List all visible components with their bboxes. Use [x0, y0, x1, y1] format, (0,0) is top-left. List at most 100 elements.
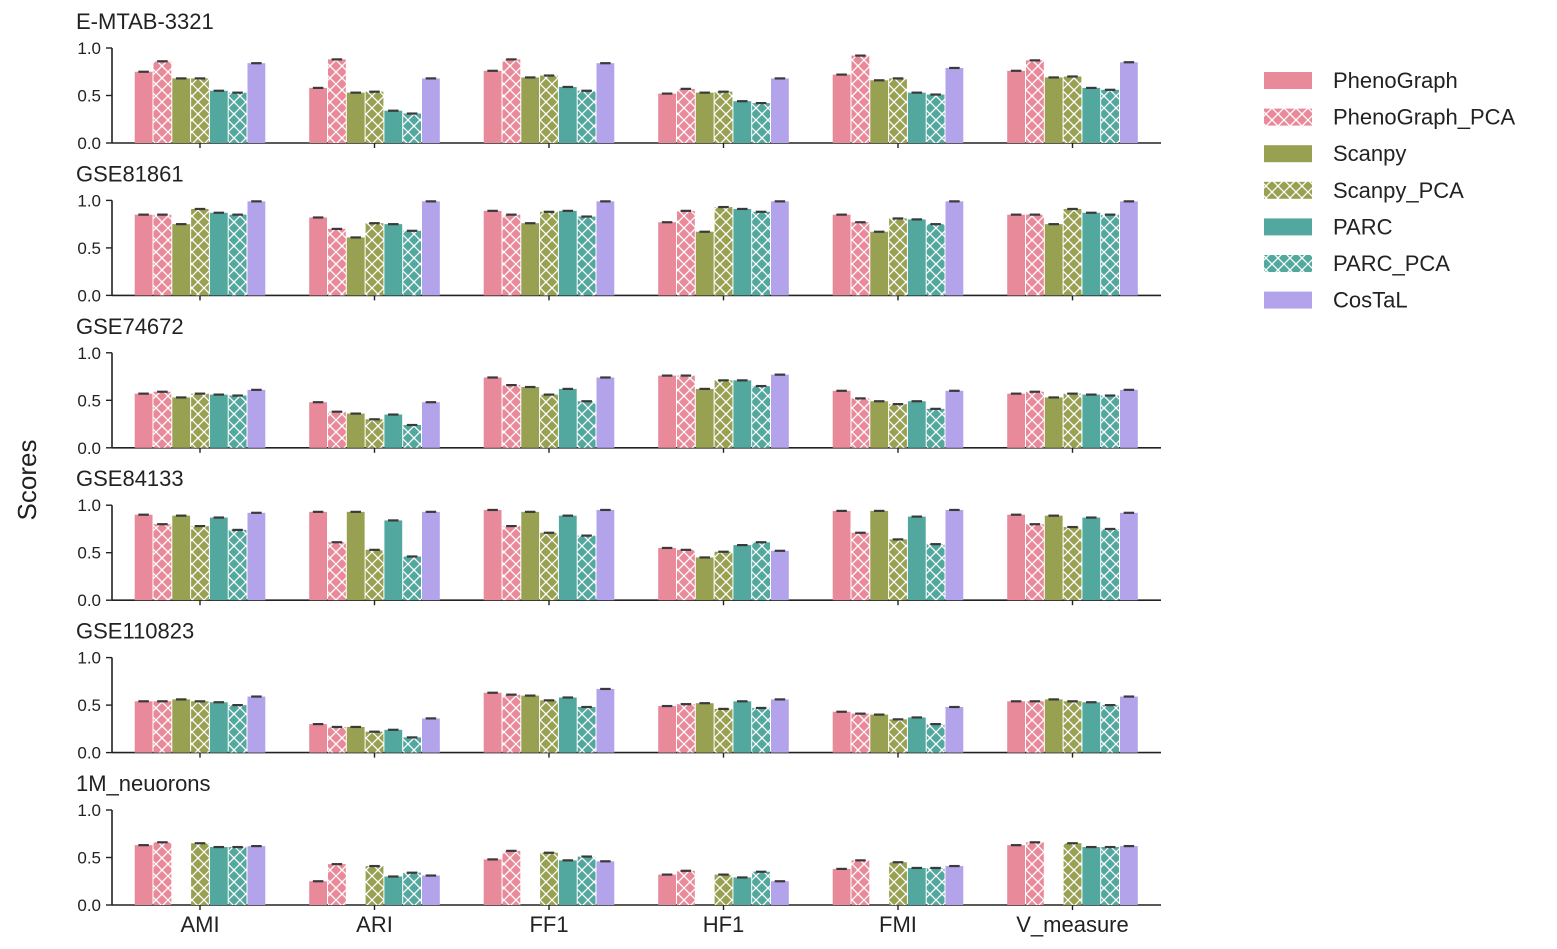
- bar-PARC_PCA-FF1: [577, 707, 596, 753]
- bar-Scanpy_PCA-AMI: [191, 78, 209, 143]
- bar-PhenoGraph-HF1: [658, 93, 676, 143]
- bar-PARC_PCA-FF1: [577, 401, 596, 448]
- bar-PARC-ARI: [384, 414, 403, 448]
- panels: E-MTAB-33210.00.51.0GSE818610.00.51.0GSE…: [76, 9, 1161, 915]
- bar-PARC_PCA-HF1: [752, 871, 770, 905]
- panel-GSE74672: GSE74672 0.0 0.5 1.0: [76, 314, 1161, 458]
- bar-PhenoGraph-HF1: [658, 222, 676, 296]
- bar-PARC-FF1: [558, 860, 577, 905]
- bar-PhenoGraph_PCA-HF1: [677, 210, 695, 296]
- bar-PhenoGraph-FMI: [832, 214, 851, 296]
- bar-PARC-FMI: [907, 401, 926, 448]
- y-tick-label: 0.5: [77, 544, 101, 563]
- bar-PhenoGraph_PCA-V_measure: [1026, 60, 1044, 143]
- bar-PhenoGraph-V_measure: [1007, 393, 1025, 448]
- bar-PhenoGraph_PCA-FMI: [851, 55, 870, 143]
- bar-PhenoGraph-V_measure: [1007, 701, 1025, 753]
- bar-Scanpy_PCA-FMI: [889, 539, 907, 601]
- bar-Scanpy_PCA-FMI: [889, 78, 907, 143]
- bar-CosTaL-HF1: [771, 550, 789, 601]
- bar-CosTaL-HF1: [771, 374, 789, 448]
- bar-PhenoGraph_PCA-V_measure: [1026, 701, 1044, 753]
- bar-PhenoGraph-HF1: [658, 375, 676, 448]
- bar-PhenoGraph-AMI: [134, 393, 153, 448]
- x-tick-label-FF1: FF1: [529, 912, 568, 937]
- bar-CosTaL-V_measure: [1120, 389, 1138, 448]
- bar-PARC_PCA-V_measure: [1101, 528, 1119, 601]
- bar-PARC-AMI: [209, 847, 228, 905]
- bar-Scanpy_PCA-ARI: [365, 866, 384, 905]
- bar-CosTaL-AMI: [247, 63, 266, 144]
- bar-PARC_PCA-AMI: [228, 847, 247, 905]
- legend: PhenoGraph PhenoGraph_PCA Scanpy Scanpy_PCA…: [1264, 68, 1516, 313]
- bar-CosTaL-AMI: [247, 389, 266, 448]
- x-tick-label-HF1: HF1: [703, 912, 745, 937]
- bar-PARC-FF1: [558, 515, 577, 601]
- y-tick-label: 0.0: [77, 591, 101, 610]
- bar-Scanpy-HF1: [695, 557, 714, 601]
- legend-label-PARC_PCA: PARC_PCA: [1333, 251, 1450, 276]
- bar-Scanpy-FF1: [521, 695, 540, 753]
- bar-PARC-V_measure: [1082, 394, 1101, 448]
- y-tick-label: 0.5: [77, 849, 101, 868]
- bar-Scanpy-FMI: [870, 80, 889, 143]
- bar-PARC-HF1: [733, 380, 752, 448]
- bar-PARC-FF1: [558, 388, 577, 448]
- bar-PARC-FMI: [907, 717, 926, 753]
- bar-PhenoGraph_PCA-FF1: [502, 214, 521, 296]
- bar-PhenoGraph_PCA-HF1: [677, 704, 695, 753]
- y-tick-label: 0.0: [77, 896, 101, 915]
- bar-PARC_PCA-FMI: [926, 224, 945, 296]
- legend-swatch-PARC_PCA: [1264, 255, 1312, 272]
- legend-swatch-PARC: [1264, 218, 1312, 236]
- bar-PhenoGraph_PCA-FF1: [502, 850, 521, 905]
- panel-GSE110823: GSE110823 0.0 0.5 1.0: [76, 619, 1161, 763]
- bar-PhenoGraph_PCA-ARI: [328, 726, 346, 753]
- bar-PARC-ARI: [384, 224, 403, 296]
- bar-CosTaL-ARI: [422, 511, 440, 601]
- bar-PARC-FMI: [907, 516, 926, 601]
- bar-PhenoGraph-AMI: [134, 514, 153, 601]
- y-tick-label: 1.0: [77, 496, 101, 515]
- bar-CosTaL-ARI: [422, 718, 440, 753]
- bar-PARC_PCA-ARI: [403, 230, 421, 296]
- bar-PARC-V_measure: [1082, 847, 1101, 905]
- bar-PARC-ARI: [384, 520, 403, 601]
- bar-PARC_PCA-AMI: [228, 92, 247, 143]
- panel-1M_neuorons: 1M_neuorons 0.0 0.5 1.0: [76, 771, 1161, 915]
- bar-CosTaL-ARI: [422, 201, 440, 296]
- bar-Scanpy-V_measure: [1044, 397, 1063, 448]
- bar-Scanpy-V_measure: [1044, 224, 1063, 296]
- y-tick-label: 1.0: [77, 191, 101, 210]
- bar-PARC_PCA-FMI: [926, 724, 945, 753]
- bar-CosTaL-FF1: [596, 377, 615, 448]
- bar-CosTaL-AMI: [247, 201, 266, 296]
- panel-title: GSE110823: [76, 619, 194, 644]
- bar-Scanpy-AMI: [172, 397, 191, 448]
- bar-Scanpy_PCA-FF1: [540, 75, 558, 143]
- bar-Scanpy_PCA-HF1: [714, 708, 733, 753]
- bar-PARC-FMI: [907, 867, 926, 905]
- bar-Scanpy_PCA-HF1: [714, 874, 733, 905]
- bar-Scanpy-FMI: [870, 510, 889, 601]
- y-tick-label: 0.5: [77, 87, 101, 106]
- bar-PhenoGraph-ARI: [309, 402, 327, 448]
- bar-PARC-HF1: [733, 545, 752, 601]
- legend-label-PhenoGraph: PhenoGraph: [1333, 68, 1458, 93]
- bar-CosTaL-V_measure: [1120, 62, 1138, 143]
- bar-PARC_PCA-FMI: [926, 544, 945, 601]
- y-tick-label: 1.0: [77, 801, 101, 820]
- bar-Scanpy-FMI: [870, 401, 889, 448]
- bar-PARC-AMI: [209, 394, 228, 448]
- bar-PARC_PCA-V_measure: [1101, 847, 1119, 905]
- bar-PhenoGraph_PCA-AMI: [153, 842, 172, 905]
- bar-Scanpy_PCA-V_measure: [1063, 843, 1082, 905]
- bar-Scanpy_PCA-FF1: [540, 394, 558, 448]
- bar-PhenoGraph-V_measure: [1007, 214, 1025, 296]
- bar-Scanpy-FF1: [521, 223, 540, 296]
- bar-PhenoGraph-V_measure: [1007, 70, 1025, 143]
- bar-PhenoGraph_PCA-ARI: [328, 59, 346, 143]
- bar-Scanpy_PCA-FF1: [540, 852, 558, 905]
- bar-PhenoGraph_PCA-ARI: [328, 542, 346, 601]
